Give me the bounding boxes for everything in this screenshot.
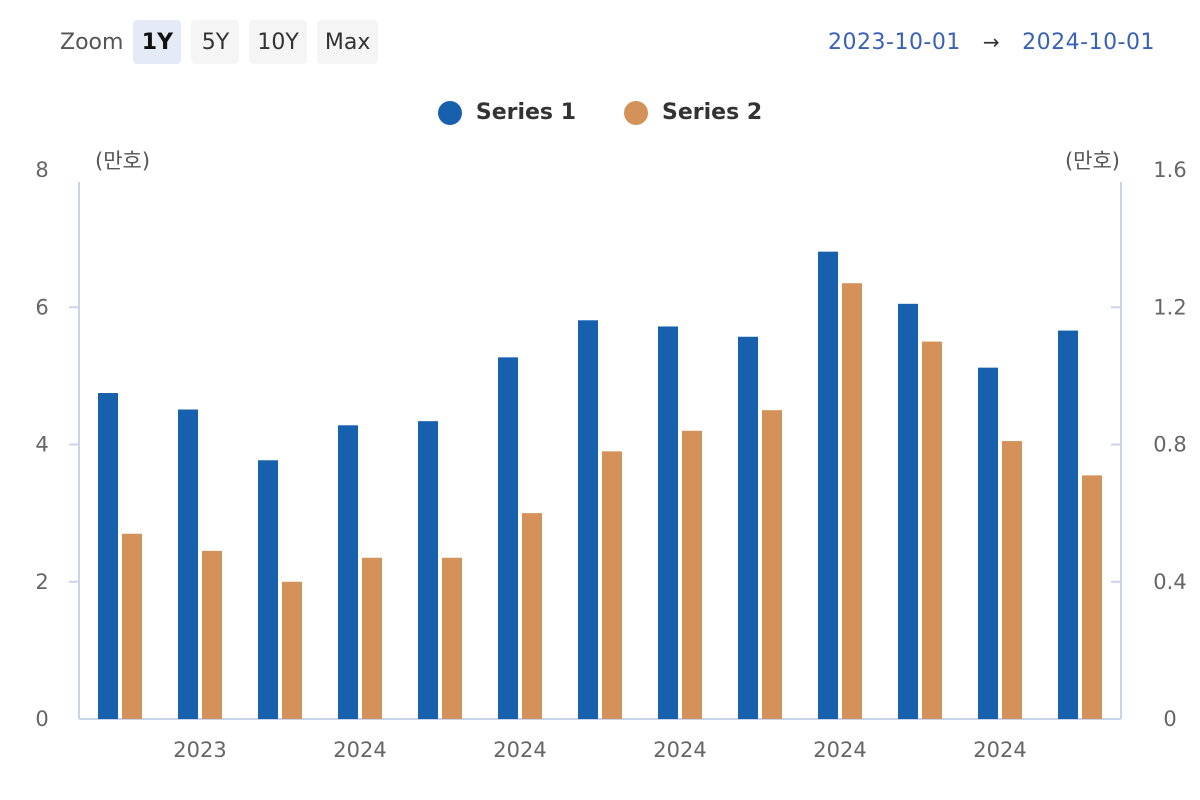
series-2-bar[interactable] [122,533,142,719]
series-1-bar[interactable] [578,320,598,719]
chart-legend: Series 1 Series 2 [0,100,1200,125]
series-2-bar[interactable] [762,410,782,719]
series-1-bar[interactable] [258,460,278,719]
zoom-1y-button[interactable]: 1Y [133,20,182,64]
left-y-tick-label: 6 [35,295,48,319]
series-1-bar[interactable] [338,425,358,719]
series-1-bar[interactable] [498,357,518,719]
series-2-bar[interactable] [282,581,302,719]
zoom-5y-button[interactable]: 5Y [191,20,240,64]
series-1-bar[interactable] [98,393,118,719]
date-range: 2023-10-01 → 2024-10-01 [828,20,1155,64]
series-1-bar[interactable] [658,326,678,719]
x-tick-label: 2024 [333,738,386,762]
right-y-tick-label: 1.6 [1153,158,1186,182]
left-axis-unit-label: (만호) [95,149,150,173]
x-tick-label: 2024 [493,738,546,762]
x-tick-label: 2023 [173,738,226,762]
legend-label: Series 1 [475,100,576,125]
series-1-bar[interactable] [738,336,758,719]
series-1-bar[interactable] [818,251,838,719]
series-2-bar[interactable] [922,341,942,719]
range-end-date[interactable]: 2024-10-01 [1022,29,1155,55]
left-y-tick-label: 2 [35,570,48,594]
series-1-bar[interactable] [898,303,918,719]
series-2-bar[interactable] [602,451,622,719]
left-y-tick-label: 8 [35,158,48,182]
x-tick-label: 2024 [973,738,1026,762]
zoom-label: Zoom [60,29,124,55]
series-2-bar[interactable] [842,283,862,719]
legend-item-series-1[interactable]: Series 1 [437,100,576,125]
range-start-date[interactable]: 2023-10-01 [828,29,961,55]
series-1-bar[interactable] [1058,330,1078,719]
right-y-tick-label: 1.2 [1153,295,1186,319]
right-y-tick-label: 0.4 [1153,570,1186,594]
left-y-tick-label: 4 [35,433,48,457]
right-y-tick-label: 0 [1163,707,1176,731]
series-2-bar[interactable] [1082,475,1102,719]
x-tick-label: 2024 [653,738,706,762]
legend-dot-icon [624,100,648,125]
zoom-10y-button[interactable]: 10Y [249,20,307,64]
series-2-bar[interactable] [1002,441,1022,719]
zoom-toolbar: Zoom 1Y 5Y 10Y Max [60,20,388,64]
x-tick-label: 2024 [813,738,866,762]
series-1-bar[interactable] [418,421,438,719]
range-arrow-icon: → [982,30,1001,54]
series-1-bar[interactable] [178,409,198,719]
left-y-tick-label: 0 [35,707,48,731]
legend-dot-icon [437,100,462,125]
legend-label: Series 2 [662,100,763,125]
series-2-bar[interactable] [522,513,542,719]
series-2-bar[interactable] [682,430,702,719]
right-axis-unit-label: (만호) [1065,149,1120,173]
series-2-bar[interactable] [362,557,382,719]
series-2-bar[interactable] [442,557,462,719]
zoom-max-button[interactable]: Max [316,20,379,64]
legend-item-series-2[interactable]: Series 2 [624,100,762,125]
right-y-tick-label: 0.8 [1153,433,1186,457]
series-2-bar[interactable] [202,550,222,719]
series-1-bar[interactable] [978,367,998,719]
